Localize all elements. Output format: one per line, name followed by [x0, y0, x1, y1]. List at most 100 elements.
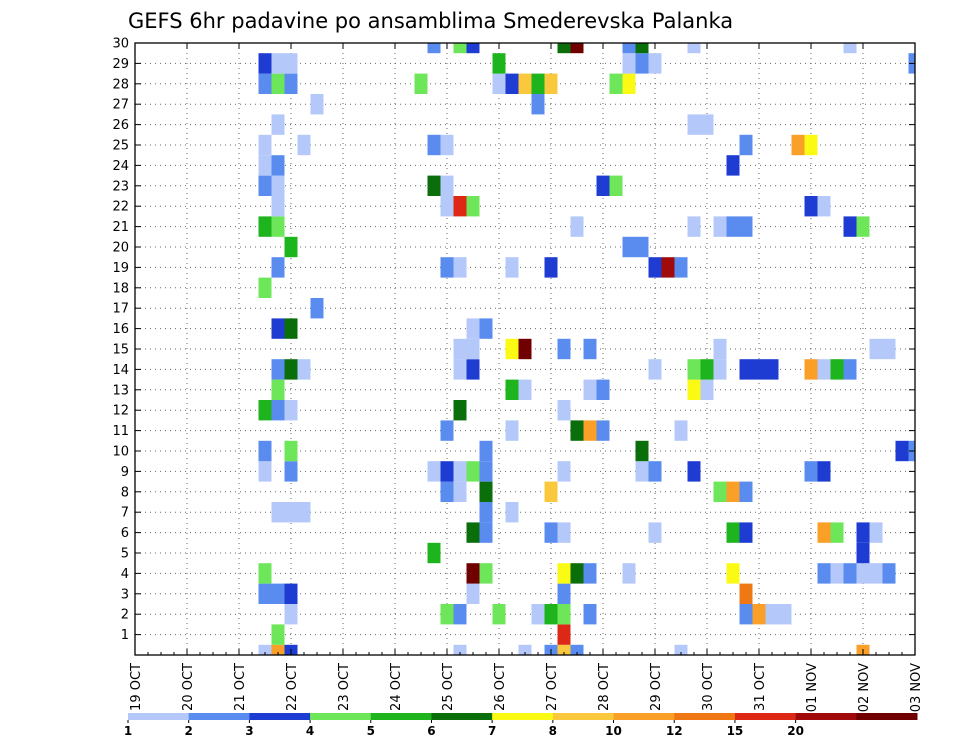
legend-swatch	[795, 713, 857, 720]
x-tick-label: 22 OCT	[285, 663, 300, 711]
precip-cell	[726, 216, 740, 237]
precip-cell	[726, 481, 740, 502]
precip-cell	[609, 175, 623, 196]
precip-cell	[440, 196, 454, 217]
precip-cell	[557, 563, 571, 584]
precip-cell	[687, 379, 701, 400]
precip-cell	[843, 359, 857, 380]
legend-swatch	[431, 713, 493, 720]
precip-cell	[635, 440, 649, 462]
precip-cell	[453, 461, 467, 482]
precip-cell	[726, 563, 740, 584]
precip-cell	[531, 73, 545, 94]
precip-cell	[414, 73, 428, 94]
precip-cell	[817, 461, 831, 482]
precip-cell	[557, 522, 571, 543]
precip-cell	[830, 563, 844, 584]
precip-cell	[648, 53, 662, 74]
precip-cell	[583, 604, 597, 625]
precip-cell	[791, 134, 805, 156]
precip-cell	[453, 338, 467, 360]
precip-cell	[297, 134, 311, 156]
legend-swatch	[128, 713, 190, 720]
precip-cell	[895, 440, 909, 462]
precip-cell	[440, 461, 454, 482]
precip-cell	[505, 257, 519, 278]
precip-cell	[674, 257, 688, 278]
legend-tick-label: 6	[427, 724, 435, 738]
precip-cell	[648, 461, 662, 482]
precip-cell	[440, 420, 454, 441]
precip-cell	[557, 624, 571, 645]
precip-cell	[271, 216, 285, 237]
precip-cell	[453, 400, 467, 421]
precip-cell	[648, 522, 662, 543]
precip-cell	[648, 257, 662, 278]
precip-cell	[271, 359, 285, 380]
legend-tick-label: 7	[488, 724, 496, 738]
precip-cell	[726, 522, 740, 543]
precip-cell	[817, 359, 831, 380]
precip-cells	[258, 43, 915, 655]
y-tick-label: 19	[112, 261, 129, 276]
precip-cell	[505, 502, 519, 523]
precip-cell	[544, 481, 558, 502]
legend-tick-label: 1	[124, 724, 132, 738]
precip-cell	[453, 359, 467, 380]
precip-cell	[687, 216, 701, 237]
precip-cell	[661, 257, 675, 278]
precip-cell	[440, 257, 454, 278]
precip-cell	[258, 400, 272, 421]
precip-cell	[557, 583, 571, 604]
y-tick-label: 14	[112, 363, 129, 378]
precip-cell	[713, 481, 727, 502]
y-tick-label: 4	[121, 567, 129, 582]
precip-cell	[440, 481, 454, 502]
precip-cell	[544, 257, 558, 278]
y-tick-label: 9	[121, 465, 129, 480]
legend-swatch	[552, 713, 615, 720]
precip-cell	[479, 563, 493, 584]
precip-cell	[492, 53, 506, 74]
precip-cell	[687, 359, 701, 380]
precip-cell	[596, 420, 610, 441]
precip-cell	[817, 522, 831, 543]
y-tick-label: 7	[121, 506, 129, 521]
precip-cell	[505, 338, 519, 360]
precip-cell	[271, 379, 285, 400]
precip-cell	[687, 461, 701, 482]
x-tick-label: 03 NOV	[909, 663, 924, 712]
x-tick-label: 29 OCT	[649, 663, 664, 711]
precip-cell	[479, 318, 493, 339]
precip-cell	[284, 73, 298, 94]
precip-cell	[856, 563, 870, 584]
precip-cell	[583, 379, 597, 400]
precip-cell	[271, 400, 285, 421]
y-tick-label: 6	[121, 526, 129, 541]
y-tick-label: 25	[112, 139, 129, 154]
x-tick-label: 20 OCT	[181, 663, 196, 711]
precip-cell	[479, 522, 493, 543]
precip-cell	[713, 216, 727, 237]
x-tick-label: 01 NOV	[805, 663, 820, 712]
precip-cell	[583, 338, 597, 360]
y-tick-label: 16	[112, 322, 129, 337]
precip-cell	[856, 542, 870, 564]
precip-cell	[284, 236, 298, 258]
precip-cell	[271, 624, 285, 645]
precip-cell	[271, 196, 285, 217]
precip-cell	[271, 502, 285, 523]
precip-cell	[765, 604, 779, 625]
y-tick-label: 10	[112, 445, 129, 460]
precip-cell	[284, 359, 298, 380]
precip-cell	[258, 175, 272, 196]
precip-cell	[739, 216, 753, 237]
precip-cell	[557, 400, 571, 421]
precip-cell	[544, 73, 558, 94]
precip-cell	[271, 257, 285, 278]
precip-cell	[687, 43, 701, 54]
precip-cell	[622, 43, 636, 54]
precip-cell	[765, 359, 779, 380]
precip-cell	[609, 73, 623, 94]
